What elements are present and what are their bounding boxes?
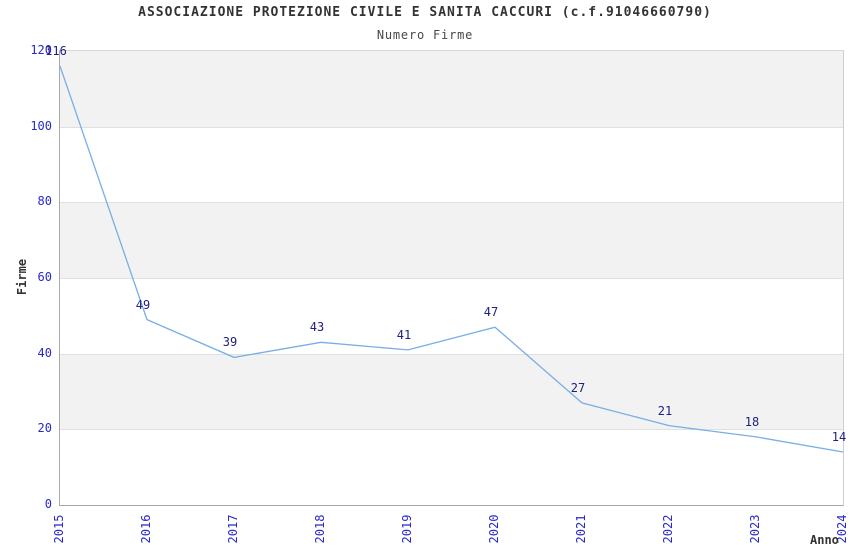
- x-tick-label: 2022: [661, 514, 675, 544]
- x-tick-label: 2023: [748, 514, 762, 544]
- x-tick-label: 2019: [400, 514, 414, 544]
- data-point-label: 39: [222, 335, 238, 350]
- background-band: [60, 51, 843, 127]
- gridline: [60, 429, 843, 431]
- data-point-label: 41: [396, 327, 412, 342]
- background-band: [60, 126, 843, 203]
- x-tick-label: 2017: [226, 514, 240, 544]
- data-point-label: 21: [657, 403, 673, 418]
- x-tick-label: 2015: [52, 514, 66, 544]
- background-band: [60, 278, 843, 354]
- data-point-label: 49: [135, 297, 151, 312]
- y-tick-label: 100: [30, 118, 52, 133]
- background-band: [60, 429, 843, 505]
- background-band: [60, 202, 843, 278]
- chart-subtitle: Numero Firme: [376, 28, 474, 42]
- data-point-label: 43: [309, 320, 325, 335]
- data-point-label: 14: [831, 430, 847, 445]
- data-point-label: 27: [570, 380, 586, 395]
- data-point-label: 18: [744, 414, 760, 429]
- data-point-label: 47: [483, 305, 499, 320]
- background-band: [60, 353, 843, 430]
- x-axis-title: Anno: [810, 533, 839, 547]
- y-tick-label: 0: [44, 497, 52, 511]
- y-tick-label: 20: [37, 421, 52, 436]
- gridline: [60, 202, 843, 204]
- chart-title: ASSOCIAZIONE PROTEZIONE CIVILE E SANITA …: [138, 5, 712, 20]
- x-tick-label: 2018: [313, 514, 327, 544]
- y-tick-label: 40: [37, 345, 52, 360]
- x-tick-label: 2020: [487, 514, 501, 544]
- line-series-svg: [59, 65, 844, 453]
- x-tick-label: 2016: [139, 514, 153, 544]
- data-point-label: 116: [45, 44, 67, 59]
- y-tick-label: 80: [37, 194, 52, 209]
- series-line: [59, 65, 844, 453]
- y-tick-label: 120: [30, 43, 52, 57]
- gridline: [60, 278, 843, 279]
- y-tick-label: 60: [37, 270, 52, 284]
- gridline: [60, 126, 843, 128]
- gridline: [60, 353, 843, 355]
- x-tick-label: 2021: [574, 514, 588, 544]
- plot-area: [59, 50, 844, 506]
